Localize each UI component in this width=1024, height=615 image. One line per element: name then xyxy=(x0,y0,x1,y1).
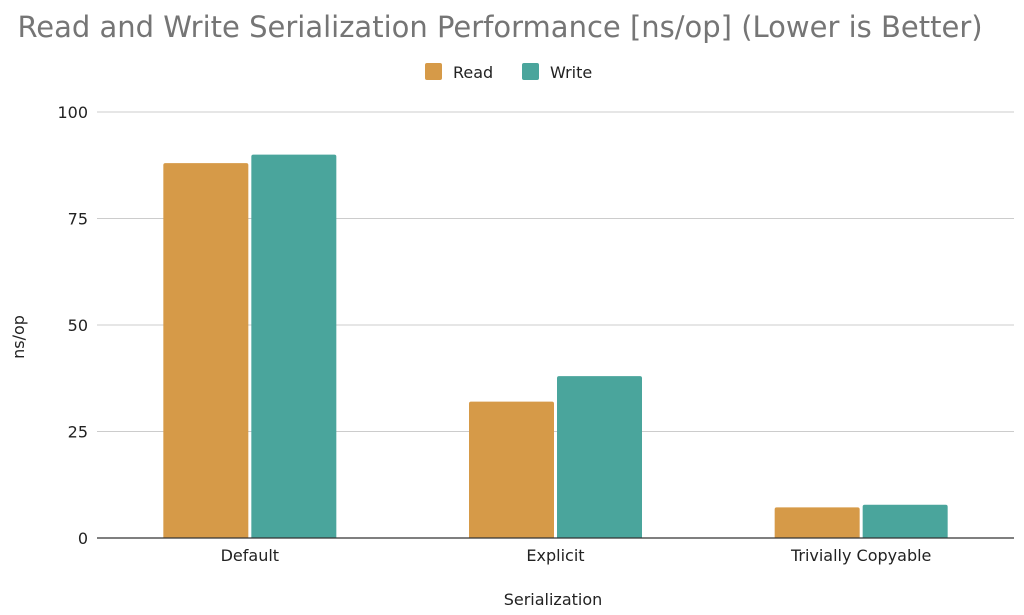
bar-read-default xyxy=(163,163,249,538)
legend-swatch-read xyxy=(425,63,442,80)
gridlines xyxy=(97,111,1014,432)
legend-label-read: Read xyxy=(453,63,493,82)
chart-title: Read and Write Serialization Performance… xyxy=(17,10,982,44)
legend-swatch-write xyxy=(522,63,539,80)
y-tick-label: 50 xyxy=(68,316,88,335)
bar-write-trivially-copyable xyxy=(862,504,948,538)
x-tick-label: Explicit xyxy=(526,546,584,565)
y-axis-tick-labels: 0 25 50 75 100 xyxy=(57,103,88,548)
x-tick-label: Trivially Copyable xyxy=(790,546,931,565)
legend-label-write: Write xyxy=(550,63,592,82)
y-axis-title: ns/op xyxy=(9,315,28,359)
bar-write-explicit xyxy=(557,376,642,538)
y-tick-label: 25 xyxy=(68,423,88,442)
x-axis-tick-labels: Default Explicit Trivially Copyable xyxy=(221,546,932,565)
y-tick-label: 100 xyxy=(57,103,88,122)
bar-write-default xyxy=(251,154,337,538)
bars xyxy=(97,154,1014,539)
x-axis-title: Serialization xyxy=(504,590,603,609)
y-tick-label: 75 xyxy=(68,210,88,229)
legend: Read Write xyxy=(425,63,592,82)
bar-read-explicit xyxy=(469,401,554,538)
x-tick-label: Default xyxy=(221,546,279,565)
y-tick-label: 0 xyxy=(78,529,88,548)
bar-read-trivially-copyable xyxy=(774,507,860,538)
